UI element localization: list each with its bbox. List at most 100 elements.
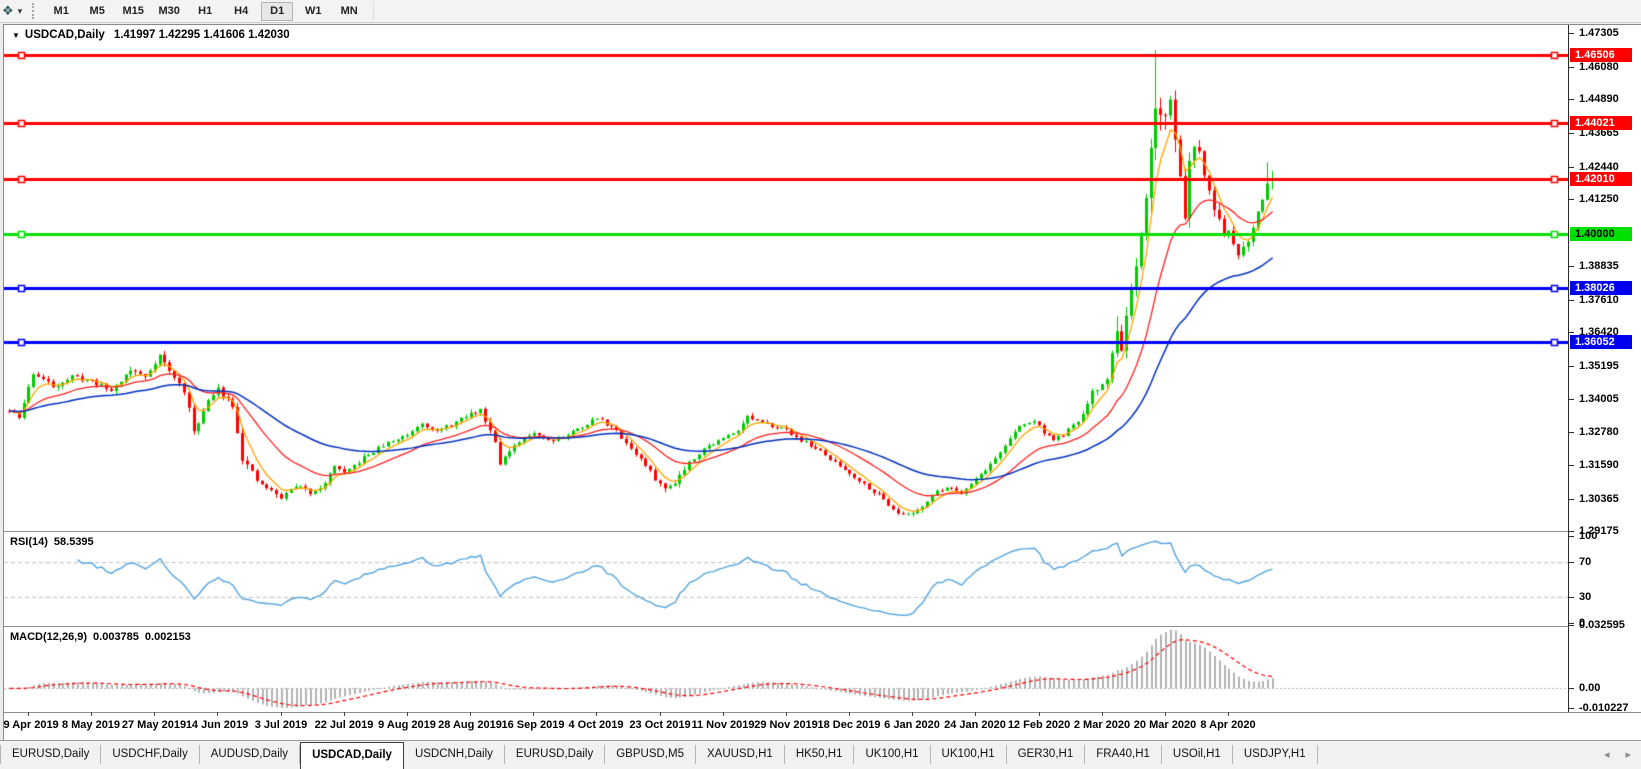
price-tick [1569, 465, 1574, 466]
toolbar-drag-handle[interactable] [30, 3, 35, 19]
timeframe-button-m5[interactable]: M5 [89, 4, 105, 17]
price-tick-label: 1.32780 [1579, 426, 1619, 438]
chart-tabs-bar: EURUSD,Daily USDCHF,Daily AUDUSD,Daily USDC… [0, 740, 1641, 769]
tab-5-eurusd-daily[interactable]: EURUSD,Daily [505, 745, 606, 764]
price-tick-label: 1.41250 [1579, 193, 1619, 205]
date-tick-label: 8 Apr 2020 [1200, 719, 1256, 731]
price-tick-label: 1.46080 [1579, 61, 1619, 73]
rsi-axis-label: 30 [1579, 591, 1592, 603]
price-tick [1569, 67, 1574, 68]
price-tick-label: 1.30365 [1579, 493, 1619, 505]
date-tick [786, 712, 787, 716]
timeframe-button-m1[interactable]: M1 [53, 4, 69, 17]
macd-axis-label: 0.00 [1579, 682, 1601, 694]
timeframe-button-h4[interactable]: H4 [234, 4, 249, 17]
macd-axis-tick [1569, 688, 1574, 689]
rsi-pane-canvas[interactable] [4, 533, 1568, 626]
tab-10-uk100-h1[interactable]: UK100,H1 [931, 745, 1007, 764]
tab-13-usoil-h1[interactable]: USOil,H1 [1162, 745, 1233, 764]
date-tick-label: 9 Aug 2019 [378, 719, 436, 731]
cursor-tool-icon: ❖ [2, 3, 14, 18]
tab-9-uk100-h1[interactable]: UK100,H1 [854, 745, 931, 764]
main-chart-canvas[interactable] [4, 25, 1568, 531]
price-tick-label: 1.35195 [1579, 360, 1619, 372]
price-axis[interactable]: 1.47305 1.46080 1.44890 1.43665 1.42440 1.412… [1568, 25, 1641, 714]
macd-indicator-title: MACD(12,26,9) 0.003785 0.002153 [10, 631, 197, 643]
timeframe-button-mn[interactable]: MN [340, 4, 358, 17]
symbol-dropdown-icon[interactable]: ▼ [12, 30, 20, 40]
price-tick-label: 1.38835 [1579, 260, 1619, 272]
date-tick-label: 29 Nov 2019 [754, 719, 818, 731]
price-tick [1569, 499, 1574, 500]
date-tick [154, 712, 155, 716]
price-tick [1569, 133, 1574, 134]
tab-scroll-arrows: ◂ ▸ [1604, 748, 1631, 762]
tab-4-usdcnh-daily[interactable]: USDCNH,Daily [404, 745, 505, 764]
timeframe-button-h1[interactable]: H1 [198, 4, 213, 17]
date-tick-label: 14 Jun 2019 [185, 719, 249, 731]
cursor-tool-dropdown-icon: ▾ [17, 5, 23, 16]
tab-2-audusd-daily[interactable]: AUDUSD,Daily [200, 745, 301, 764]
price-tick-label: 1.47305 [1579, 27, 1619, 39]
date-tick-label: 18 Dec 2019 [817, 719, 881, 731]
price-level-badge-1-44021: 1.44021 [1570, 116, 1632, 130]
rsi-label: RSI(14) [10, 536, 48, 548]
tab-3-usdcad-daily[interactable]: USDCAD,Daily [300, 742, 404, 769]
rsi-macd-pane-divider[interactable] [4, 626, 1641, 628]
macd-axis-label: 0.032595 [1579, 619, 1625, 631]
date-tick-label: 24 Jan 2020 [944, 719, 1006, 731]
date-tick-label: 28 Aug 2019 [438, 719, 502, 731]
date-tick-label: 8 May 2019 [61, 719, 121, 731]
price-tick [1569, 366, 1574, 367]
chart-window: ▼ USDCAD,Daily 1.41997 1.42295 1.41606 1… [3, 24, 1641, 741]
date-tick [1039, 712, 1040, 716]
date-tick-label: 27 May 2019 [121, 719, 187, 731]
timeframe-button-m30[interactable]: M30 [158, 4, 180, 17]
tab-6-gbpusd-m5[interactable]: GBPUSD,M5 [605, 745, 696, 764]
date-tick [723, 712, 724, 716]
tab-scroll-left-icon[interactable]: ◂ [1603, 749, 1610, 761]
rsi-indicator-title: RSI(14) 58.5395 [10, 536, 100, 548]
tab-12-fra40-h1[interactable]: FRA40,H1 [1085, 745, 1162, 764]
tab-7-xauusd-h1[interactable]: XAUUSD,H1 [696, 745, 785, 764]
date-tick-label: 16 Sep 2019 [501, 719, 565, 731]
timeframe-button-m15[interactable]: M15 [122, 4, 144, 17]
price-tick-label: 1.44890 [1579, 93, 1619, 105]
cursor-tool-button[interactable]: ❖ ▾ [2, 2, 22, 20]
timeframe-toolbar: M1 M5 M15 M30 H1 H4 D1 W1 MN [43, 1, 367, 21]
rsi-axis-tick [1569, 597, 1574, 598]
date-tick-label: 20 Mar 2020 [1133, 719, 1197, 731]
date-tick [344, 712, 345, 716]
chart-tabs: EURUSD,Daily USDCHF,Daily AUDUSD,Daily USDC… [0, 741, 1318, 769]
date-tick [533, 712, 534, 716]
tab-14-usdjpy-h1[interactable]: USDJPY,H1 [1233, 745, 1318, 764]
date-tick [1102, 712, 1103, 716]
date-tick-label: 12 Feb 2020 [1007, 719, 1071, 731]
rsi-axis-tick [1569, 623, 1574, 624]
tab-0-eurusd-daily[interactable]: EURUSD,Daily [0, 745, 102, 764]
main-rsi-pane-divider[interactable] [4, 531, 1641, 533]
price-level-badge-1-38026: 1.38026 [1570, 281, 1632, 295]
macd-pane-canvas[interactable] [4, 628, 1568, 712]
price-tick-label: 1.42440 [1579, 161, 1619, 173]
rsi-axis-label: 70 [1579, 556, 1592, 568]
timeframe-button-w1[interactable]: W1 [304, 4, 322, 17]
date-tick [1165, 712, 1166, 716]
price-tick [1569, 432, 1574, 433]
date-tick [470, 712, 471, 716]
date-tick [407, 712, 408, 716]
price-tick [1569, 167, 1574, 168]
date-axis[interactable]: 19 Apr 2019 8 May 2019 27 May 2019 14 Jun 2… [4, 712, 1568, 740]
tab-1-usdchf-daily[interactable]: USDCHF,Daily [101, 745, 200, 764]
tab-11-ger30-h1[interactable]: GER30,H1 [1007, 745, 1086, 764]
tab-scroll-right-icon[interactable]: ▸ [1625, 749, 1631, 761]
macd-axis-label: -0.010227 [1579, 702, 1629, 714]
date-tick [1228, 712, 1229, 716]
price-level-badge-1-40000: 1.40000 [1570, 227, 1632, 241]
timeframe-button-d1[interactable]: D1 [261, 1, 294, 21]
price-tick-label: 1.31590 [1579, 459, 1619, 471]
date-tick [660, 712, 661, 716]
tab-8-hk50-h1[interactable]: HK50,H1 [785, 745, 855, 764]
date-tick [217, 712, 218, 716]
